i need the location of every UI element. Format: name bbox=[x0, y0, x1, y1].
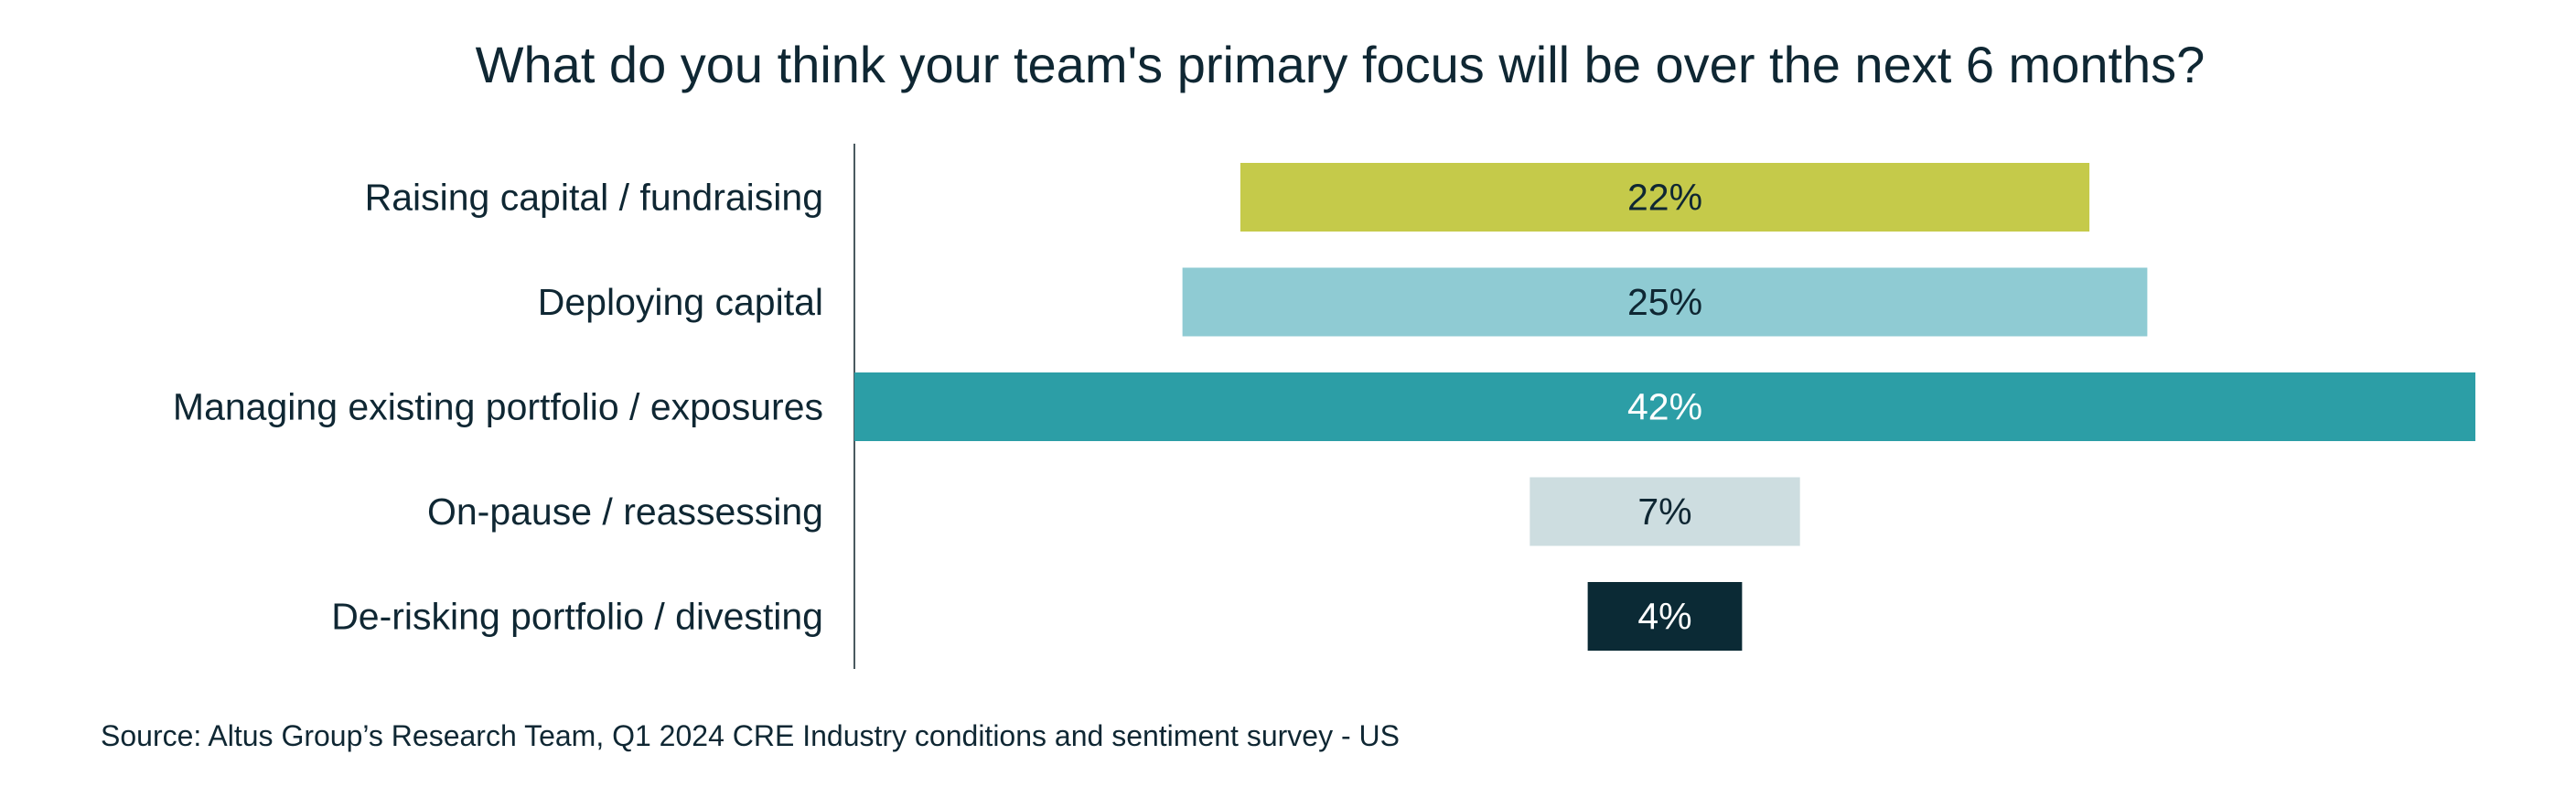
category-label: Deploying capital bbox=[538, 281, 823, 323]
data-label: 42% bbox=[1627, 386, 1702, 428]
bar bbox=[854, 372, 2475, 441]
chart-title: What do you think your team's primary fo… bbox=[475, 36, 2206, 93]
bar bbox=[1530, 477, 1800, 546]
data-label: 7% bbox=[1637, 491, 1691, 533]
bar bbox=[1240, 163, 2090, 232]
source-note: Source: Altus Group’s Research Team, Q1 … bbox=[101, 719, 1400, 752]
data-label: 22% bbox=[1627, 177, 1702, 219]
data-label: 4% bbox=[1637, 596, 1691, 638]
data-label: 25% bbox=[1627, 281, 1702, 323]
category-label: De-risking portfolio / divesting bbox=[331, 596, 823, 638]
category-label: Managing existing portfolio / exposures bbox=[173, 386, 823, 428]
category-label: Raising capital / fundraising bbox=[365, 177, 823, 219]
bar bbox=[1182, 267, 2148, 337]
category-label: On-pause / reassessing bbox=[427, 491, 823, 533]
bar bbox=[1587, 582, 1743, 651]
